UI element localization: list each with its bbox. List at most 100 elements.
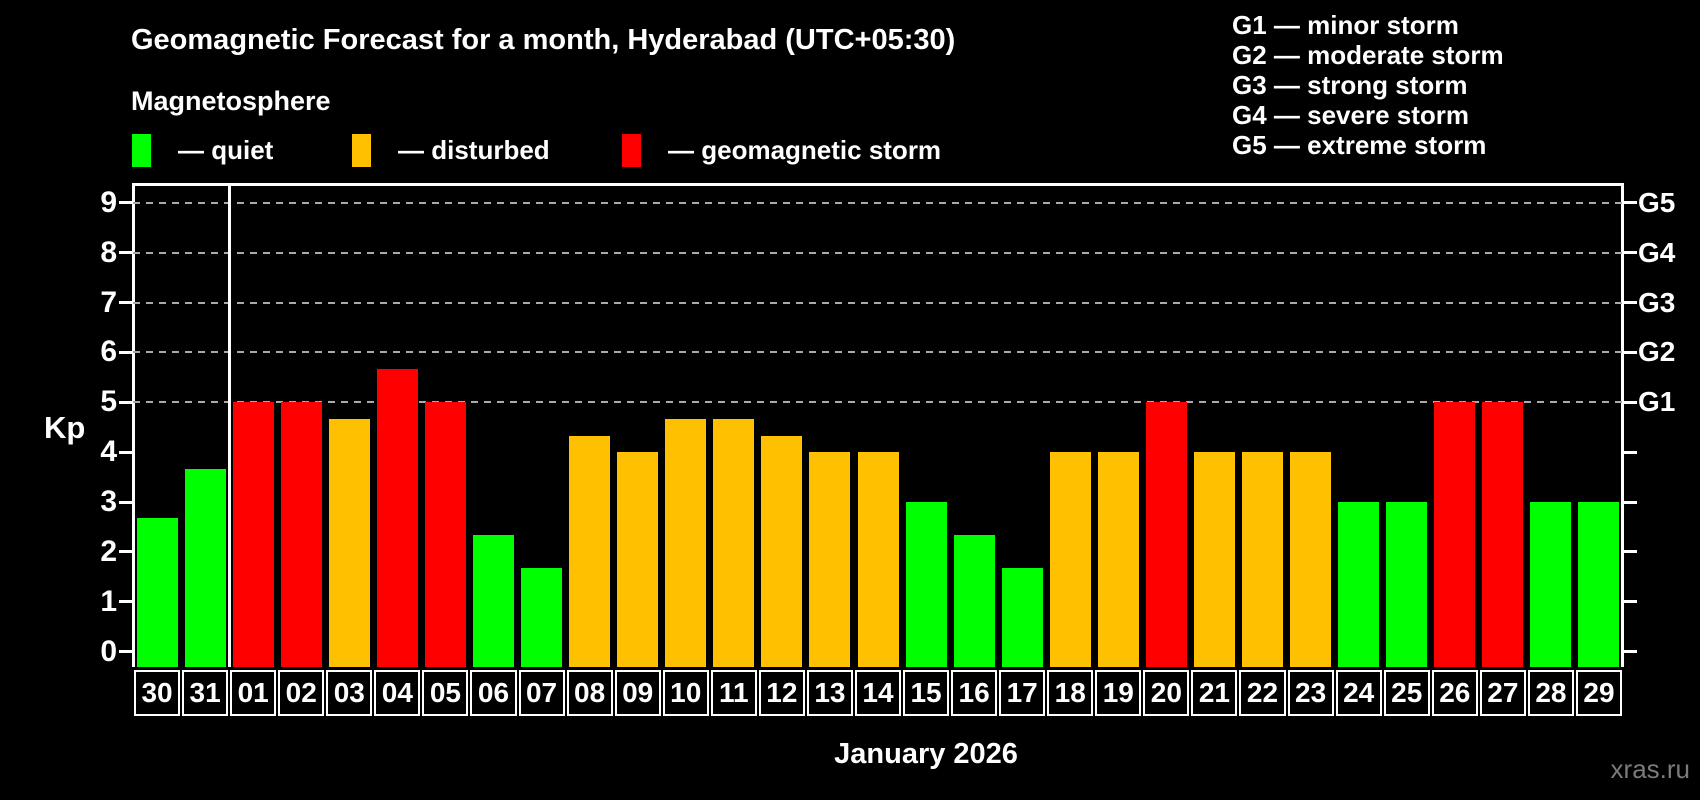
day-label-cell: 16 (951, 670, 998, 716)
y-tick-label: 4 (100, 435, 117, 469)
y-axis-tick (119, 350, 132, 354)
g-legend-line: G3 — strong storm (1232, 70, 1468, 100)
g-legend-line: G1 — minor storm (1232, 10, 1459, 40)
g-level-label-G3: G3 (1638, 286, 1676, 318)
y-tick-label: 9 (100, 185, 117, 219)
bar-day-03 (328, 418, 370, 667)
g-scale-legend: G1 — minor storm G2 — moderate storm G3 — … (1232, 10, 1504, 160)
legend-item-quiet: — quiet (132, 133, 273, 167)
g-legend-line: G5 — extreme storm (1232, 130, 1487, 160)
storm-swatch-icon (622, 133, 641, 167)
bar-day-12 (761, 435, 803, 667)
legend-label-storm: — geomagnetic storm (668, 134, 942, 165)
y-axis-tick (119, 500, 132, 504)
day-label-cell: 19 (1095, 670, 1142, 716)
bar-day-29 (1578, 502, 1620, 667)
day-label-cell: 22 (1239, 670, 1286, 716)
day-label-cell: 05 (422, 670, 469, 716)
legend-label-disturbed: — disturbed (398, 134, 550, 165)
day-label-cell: 27 (1479, 670, 1526, 716)
g-legend-line: G2 — moderate storm (1232, 40, 1504, 70)
bar-day-14 (857, 452, 899, 667)
day-label-cell: 04 (374, 670, 421, 716)
magnetosphere-label: Magnetosphere (131, 86, 331, 116)
right-axis-tick (1624, 400, 1637, 404)
y-tick-label: 3 (100, 485, 117, 518)
bar-day-02 (280, 402, 322, 667)
right-axis-tick (1624, 350, 1637, 354)
y-axis-title: Kp (44, 410, 86, 445)
gridline-kp6 (133, 351, 1623, 354)
month-separator-line (227, 183, 231, 667)
bar-day-15 (905, 502, 947, 667)
bar-day-27 (1482, 402, 1524, 667)
right-axis-tick (1624, 201, 1637, 205)
y-tick-label: 0 (100, 634, 117, 668)
day-label-cell: 07 (518, 670, 565, 716)
right-axis-tick (1624, 550, 1637, 554)
gridline-kp5 (133, 401, 1623, 404)
y-axis-tick (119, 251, 132, 255)
g-level-label-G4: G4 (1638, 236, 1676, 268)
right-axis-tick (1624, 450, 1637, 454)
day-label-cell: 11 (710, 670, 757, 716)
day-label-cell: 09 (614, 670, 661, 716)
legend-label-quiet: — quiet (178, 134, 274, 165)
bar-day-26 (1434, 402, 1476, 667)
bar-day-24 (1338, 502, 1380, 667)
day-label-cell: 01 (230, 670, 277, 716)
day-label-cell: 21 (1191, 670, 1238, 716)
day-label-cell: 31 (182, 670, 229, 716)
bar-day-28 (1530, 502, 1572, 667)
gridline-kp7 (133, 301, 1623, 304)
bar-day-13 (809, 452, 851, 667)
bar-day-04 (376, 368, 418, 667)
legend-item-disturbed: — disturbed (352, 133, 550, 167)
chart-title: Geomagnetic Forecast for a month, Hydera… (131, 24, 956, 56)
right-axis-tick (1624, 500, 1637, 504)
bar-day-05 (424, 402, 466, 667)
bar-day-06 (472, 535, 514, 667)
y-axis-tick (119, 600, 132, 604)
day-label-cell: 14 (854, 670, 902, 716)
bar-day-18 (1049, 452, 1091, 667)
bar-day-08 (569, 435, 611, 667)
right-axis-tick (1624, 251, 1637, 255)
bar-day-30 (136, 518, 178, 667)
bar-day-19 (1097, 452, 1139, 667)
g-legend-line: G4 — severe storm (1232, 100, 1470, 130)
bar-day-11 (713, 418, 755, 667)
bar-day-16 (953, 535, 995, 667)
y-tick-label: 8 (100, 235, 117, 269)
bar-day-23 (1290, 452, 1332, 667)
bar-day-22 (1242, 452, 1284, 667)
y-axis-tick (119, 400, 132, 404)
disturbed-swatch-icon (352, 133, 371, 167)
quiet-swatch-icon (132, 133, 151, 167)
plot-top-border (133, 183, 1623, 186)
g-level-label-G2: G2 (1638, 336, 1676, 368)
day-label-cell: 12 (758, 670, 805, 716)
legend-item-storm: — geomagnetic storm (622, 133, 941, 167)
day-label-cell: 29 (1575, 670, 1622, 716)
bar-day-10 (665, 418, 707, 667)
day-label-cell: 26 (1431, 670, 1478, 716)
plot-area (119, 183, 1637, 667)
day-label-cell: 17 (999, 670, 1046, 716)
bar-day-21 (1193, 452, 1235, 667)
bar-day-20 (1145, 402, 1187, 667)
right-axis-tick (1624, 600, 1637, 604)
y-axis-tick (119, 650, 132, 654)
bar-day-01 (232, 402, 274, 667)
day-label-cell: 30 (134, 670, 181, 716)
bar-day-09 (617, 452, 659, 667)
y-axis-tick (119, 201, 132, 205)
y-axis-line (132, 183, 135, 667)
bar-day-07 (521, 568, 563, 667)
y-tick-label: 1 (100, 584, 117, 618)
bar-day-25 (1386, 502, 1428, 667)
day-label-cell: 06 (470, 670, 517, 716)
g-level-label-G5: G5 (1638, 186, 1676, 218)
g-level-label-G1: G1 (1638, 386, 1676, 418)
y-tick-label: 7 (100, 285, 117, 319)
